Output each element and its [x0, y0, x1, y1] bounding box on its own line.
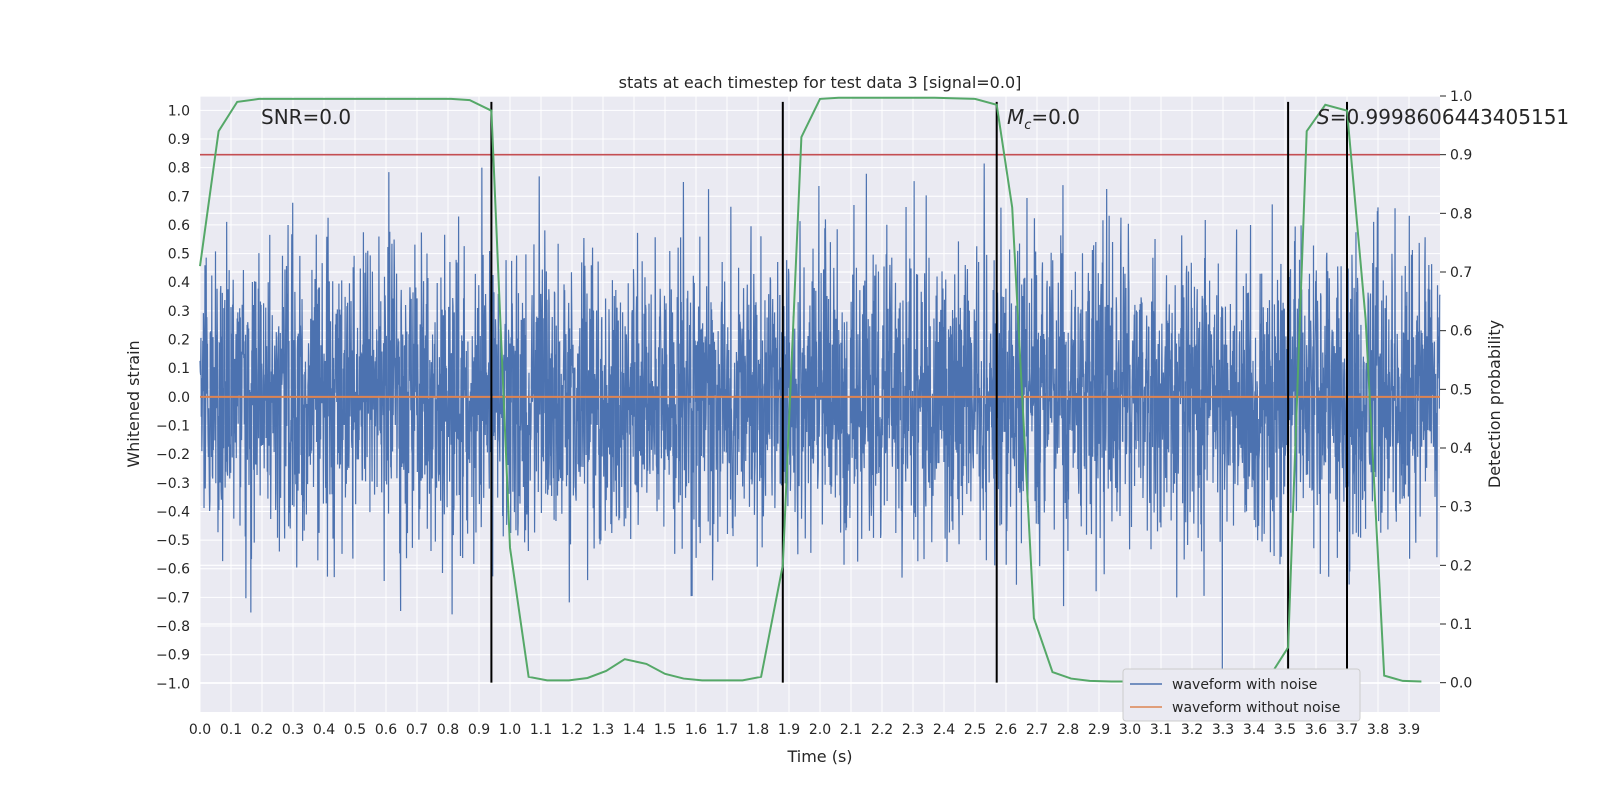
x-tick-label: 3.6: [1305, 722, 1327, 738]
s-annotation: S=0.9998606443405151: [1317, 105, 1569, 129]
x-tick-label: 0.4: [313, 722, 335, 738]
x-tick-label: 2.1: [840, 722, 862, 738]
y-tick-label: 0.8: [168, 161, 190, 177]
x-tick-label: 2.2: [871, 722, 893, 738]
y-tick-label: 0.9: [168, 132, 190, 148]
x-tick-label: 0.8: [437, 722, 459, 738]
x-tick-label: 1.5: [654, 722, 676, 738]
x-tick-label: 3.8: [1367, 722, 1389, 738]
chart-title: stats at each timestep for test data 3 […: [619, 73, 1022, 92]
y-tick-label: 0.5: [168, 247, 190, 263]
x-tick-label: 3.0: [1119, 722, 1141, 738]
y2-tick-label: 0.9: [1450, 148, 1472, 164]
x-ticks: 0.0 0.1 0.2 0.3 0.4 0.5 0.6 0.7 0.8 0.9 1.0 1.1 1.2 1…: [189, 722, 1420, 738]
x-tick-label: 1.3: [592, 722, 614, 738]
x-tick-label: 3.4: [1243, 722, 1265, 738]
y-tick-label: 0.3: [168, 304, 190, 320]
legend-label-noise: waveform with noise: [1172, 677, 1317, 693]
legend-label-clean: waveform without noise: [1172, 700, 1340, 716]
x-tick-label: 0.2: [251, 722, 273, 738]
x-tick-label: 2.3: [902, 722, 924, 738]
x-tick-label: 2.5: [964, 722, 986, 738]
x-tick-label: 2.0: [809, 722, 831, 738]
x-tick-label: 1.0: [499, 722, 521, 738]
x-tick-label: 3.9: [1398, 722, 1420, 738]
y-tick-label: 0.7: [168, 189, 190, 205]
x-tick-label: 0.3: [282, 722, 304, 738]
x-tick-label: 0.9: [468, 722, 490, 738]
x-tick-label: 3.3: [1212, 722, 1234, 738]
y-tick-label: 0.1: [168, 361, 190, 377]
y-tick-label: 0.4: [168, 275, 190, 291]
x-tick-label: 0.5: [344, 722, 366, 738]
y-tick-label: 0.2: [168, 333, 190, 349]
y2-tick-label: 0.2: [1450, 558, 1472, 574]
y-tick-label: −0.7: [156, 590, 190, 606]
y2-tick-label: 0.8: [1450, 206, 1472, 222]
snr-annotation: SNR=0.0: [261, 105, 351, 129]
x-tick-label: 1.1: [530, 722, 552, 738]
y2-ticks: 1.0 0.9 0.8 0.7 0.6 0.5 0.4 0.3 0.2 0.1 0.0: [1440, 89, 1472, 692]
y-axis-label: Whitened strain: [124, 340, 143, 467]
y-tick-label: 0.0: [168, 390, 190, 406]
x-tick-label: 3.2: [1181, 722, 1203, 738]
y2-tick-label: 0.0: [1450, 676, 1472, 692]
x-tick-label: 0.0: [189, 722, 211, 738]
y2-tick-label: 0.7: [1450, 265, 1472, 281]
x-tick-label: 1.8: [747, 722, 769, 738]
x-tick-label: 0.7: [406, 722, 428, 738]
y-tick-label: −0.6: [156, 562, 190, 578]
x-tick-label: 1.9: [778, 722, 800, 738]
y-tick-label: −0.2: [156, 447, 190, 463]
y-tick-label: 0.6: [168, 218, 190, 234]
y-tick-label: −1.0: [156, 676, 190, 692]
x-tick-label: 1.6: [685, 722, 707, 738]
x-axis-label: Time (s): [786, 747, 852, 766]
x-tick-label: 1.4: [623, 722, 645, 738]
x-tick-label: 0.6: [375, 722, 397, 738]
x-tick-label: 2.9: [1088, 722, 1110, 738]
y-tick-label: −0.4: [156, 504, 190, 520]
y-tick-label: −0.1: [156, 418, 190, 434]
x-tick-label: 1.2: [561, 722, 583, 738]
y2-tick-label: 0.4: [1450, 441, 1472, 457]
x-tick-label: 3.7: [1336, 722, 1358, 738]
x-tick-label: 3.5: [1274, 722, 1296, 738]
y2-tick-label: 0.3: [1450, 500, 1472, 516]
y2-axis-label: Detection probability: [1485, 320, 1504, 488]
x-tick-label: 2.8: [1057, 722, 1079, 738]
legend: waveform with noise waveform without noi…: [1122, 668, 1361, 722]
y-tick-label: −0.8: [156, 619, 190, 635]
x-tick-label: 0.1: [220, 722, 242, 738]
mc-annotation: Mc=0.0: [1007, 105, 1080, 133]
y2-tick-label: 0.6: [1450, 324, 1472, 340]
x-tick-label: 2.4: [933, 722, 955, 738]
y-tick-label: 1.0: [168, 103, 190, 119]
y2-tick-label: 0.1: [1450, 617, 1472, 633]
y2-tick-label: 0.5: [1450, 382, 1472, 398]
y-tick-label: −0.9: [156, 648, 190, 664]
x-tick-label: 1.7: [716, 722, 738, 738]
waveform-with-noise-line: [199, 163, 1441, 670]
x-tick-label: 2.7: [1026, 722, 1048, 738]
y2-tick-label: 1.0: [1450, 89, 1472, 105]
y-ticks: 1.0 0.9 0.8 0.7 0.6 0.5 0.4 0.3 0.2 0.1 0.0 −0.1 −0.…: [156, 103, 190, 692]
x-tick-label: 3.1: [1150, 722, 1172, 738]
x-tick-label: 2.6: [995, 722, 1017, 738]
y-tick-label: −0.3: [156, 476, 190, 492]
legend-box: [1122, 668, 1361, 722]
noise-series: [199, 163, 1441, 670]
y-tick-label: −0.5: [156, 533, 190, 549]
